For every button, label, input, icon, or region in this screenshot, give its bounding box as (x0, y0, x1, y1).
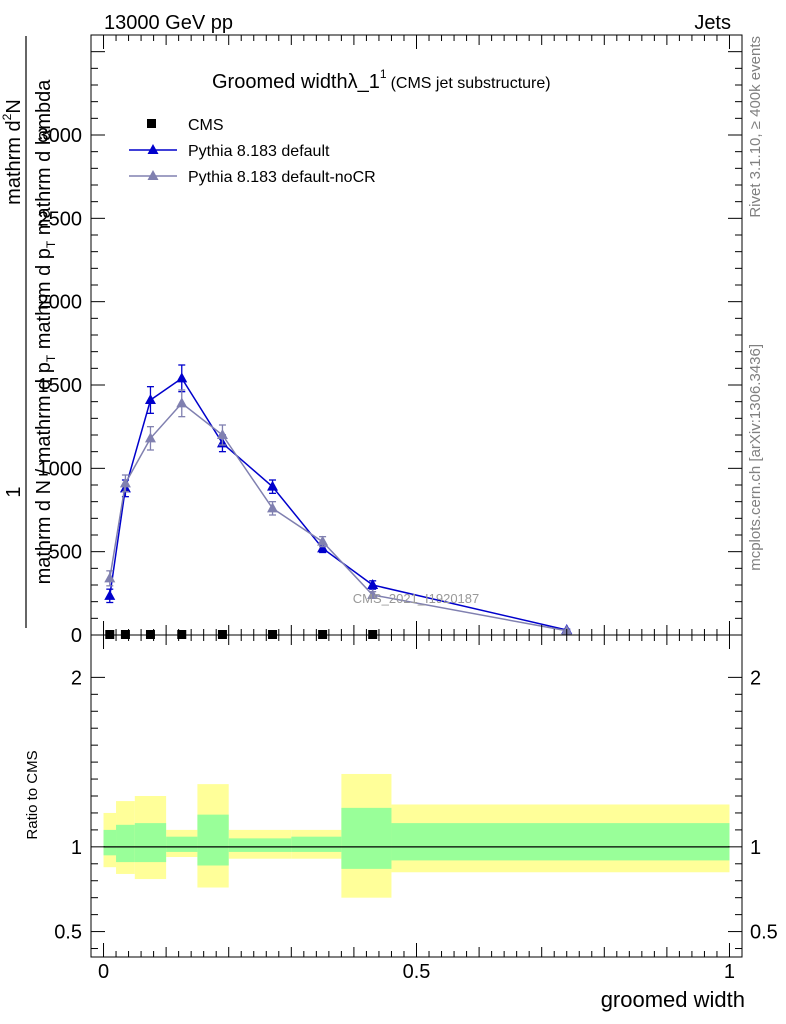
default-data-point (104, 589, 116, 600)
main-series-layer (104, 364, 573, 639)
default-data-point (267, 480, 279, 491)
ratio-y-tick-label-left: 2 (71, 667, 82, 689)
ratio-bands-layer (103, 773, 730, 898)
y-label-denominator-sub2: T (44, 240, 58, 248)
ratio-y-tick-label-left: 1 (71, 837, 82, 859)
ratio-band-inner (341, 807, 392, 869)
ratio-panel: 0.5 0.5 1 1 2 2 0 0.5 1 Ratio to CMS (24, 634, 778, 983)
nocr-data-point (317, 535, 329, 546)
main-axis-ticks: 0 500 1000 1500 2000 2500 3000 (38, 34, 742, 647)
nocr-data-point (367, 589, 379, 599)
default-data-point (144, 394, 156, 404)
x-tick-label: 0.5 (403, 961, 431, 983)
nocr-data-point (119, 477, 131, 488)
y-label-numerator-tail: N (3, 99, 25, 113)
legend-nocr-marker (147, 170, 159, 180)
y-label-denominator: mathrm d N / mathrm d pT mathrm d pT mat… (33, 79, 58, 585)
plot-title-main: Groomed widthλ_1 (212, 71, 380, 93)
ratio-band-inner (391, 823, 730, 861)
y-label-denominator-tail2: mathrm d lambda (33, 79, 55, 241)
plot-title-sub: (CMS jet substructure) (391, 75, 551, 92)
main-y-axis-label: 1 mathrm d2N mathrm d N / mathrm d pT ma… (0, 36, 58, 628)
x-tick-label: 0 (98, 961, 109, 983)
nocr-data-point (216, 429, 228, 439)
nocr-data-point (176, 397, 188, 408)
legend-cms-marker (147, 119, 156, 128)
legend-nocr-label: Pythia 8.183 default-noCR (188, 169, 376, 186)
y-tick-label: 3000 (38, 125, 83, 147)
x-axis-label: groomed width (601, 987, 745, 1012)
mcplots-reference-label: mcplots.cern.ch [arXiv:1306.3436] (747, 344, 764, 571)
ratio-plot-frame (90, 634, 743, 958)
ratio-band-inner (134, 823, 167, 863)
y-label-denominator-main: mathrm d N / mathrm d p (33, 362, 55, 584)
y-label-numerator-main: mathrm d (3, 120, 25, 204)
y-label-one: 1 (3, 486, 25, 497)
default-data-point (367, 579, 379, 589)
legend-default-label: Pythia 8.183 default (188, 143, 330, 160)
legend-default-marker (147, 144, 159, 154)
y-label-denominator-tail: mathrm d p (33, 248, 55, 355)
plot-title: Groomed widthλ_11 (CMS jet substructure) (212, 67, 551, 93)
ratio-axis-ticks: 0.5 0.5 1 1 2 2 0 0.5 1 (54, 635, 778, 983)
ratio-y-tick-label-right: 1 (750, 837, 761, 859)
y-tick-label: 1000 (38, 458, 83, 480)
header-energy-label: 13000 GeV pp (104, 12, 233, 34)
y-tick-label: 0 (71, 625, 82, 647)
ratio-y-tick-label-right: 2 (750, 667, 761, 689)
nocr-series-line (109, 402, 567, 632)
ratio-y-tick-label-left: 0.5 (54, 922, 82, 944)
plot-title-sup: 1 (380, 67, 387, 81)
nocr-data-point (104, 572, 116, 583)
y-tick-label: 1500 (38, 375, 83, 397)
main-panel: 0 500 1000 1500 2000 2500 3000 Groomed widthλ_… (0, 34, 743, 647)
y-tick-label: 2000 (38, 292, 83, 314)
ratio-band-inner (197, 814, 229, 866)
default-data-point (317, 542, 329, 553)
nocr-data-point (144, 432, 156, 443)
header-process-label: Jets (694, 12, 731, 34)
ratio-band-inner (291, 836, 342, 852)
ratio-band-inner (116, 824, 135, 863)
y-label-numerator-sup: 2 (0, 113, 14, 120)
ratio-band-inner (166, 836, 198, 852)
y-tick-label: 500 (49, 542, 82, 564)
ratio-band-inner (103, 829, 117, 856)
legend: CMS Pythia 8.183 default Pythia 8.183 de… (129, 117, 376, 186)
y-tick-label: 2500 (38, 208, 83, 230)
ratio-y-axis-label: Ratio to CMS (24, 750, 41, 839)
legend-cms-label: CMS (188, 117, 224, 134)
x-tick-label: 1 (724, 961, 735, 983)
rivet-version-label: Rivet 3.1.10, ≥ 400k events (747, 36, 764, 218)
analysis-watermark: CMS_2021_I1920187 (353, 591, 480, 606)
y-label-numerator: mathrm d2N (0, 99, 25, 205)
nocr-data-point (267, 502, 279, 513)
ratio-band-inner (228, 838, 292, 852)
y-label-denominator-sub: T (44, 354, 58, 362)
default-data-point (176, 372, 188, 383)
ratio-y-tick-label-right: 0.5 (750, 922, 778, 944)
